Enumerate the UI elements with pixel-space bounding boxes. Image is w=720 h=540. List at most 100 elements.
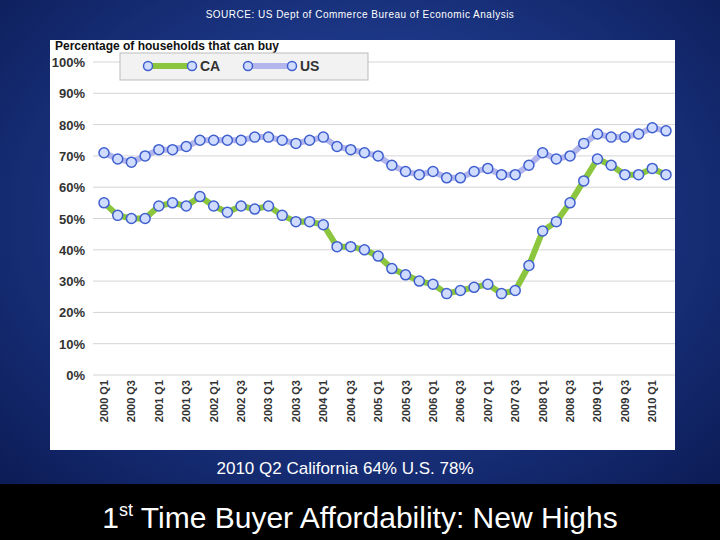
grid-line — [93, 93, 675, 94]
marker — [524, 160, 534, 170]
marker — [126, 157, 136, 167]
marker — [442, 173, 452, 183]
marker — [510, 170, 520, 180]
title-part: 1 — [102, 501, 119, 534]
marker — [497, 170, 507, 180]
grid-line — [93, 281, 675, 282]
marker — [565, 151, 575, 161]
y-tick-label: 80% — [59, 118, 85, 133]
y-tick-label: 20% — [59, 305, 85, 320]
marker — [524, 260, 534, 270]
marker — [126, 214, 136, 224]
marker — [168, 198, 178, 208]
marker — [222, 207, 232, 217]
y-tick-label: 10% — [59, 337, 85, 352]
marker — [565, 198, 575, 208]
legend-swatch — [248, 63, 292, 69]
marker — [291, 138, 301, 148]
marker — [414, 276, 424, 286]
y-tick-label: 90% — [59, 86, 85, 101]
marker — [592, 129, 602, 139]
marker — [250, 132, 260, 142]
marker — [318, 132, 328, 142]
marker — [277, 210, 287, 220]
marker — [222, 135, 232, 145]
marker — [606, 132, 616, 142]
marker — [455, 285, 465, 295]
marker — [195, 192, 205, 202]
marker — [346, 145, 356, 155]
marker — [236, 201, 246, 211]
legend-box — [120, 53, 368, 80]
marker — [359, 148, 369, 158]
grid-line — [93, 124, 675, 125]
legend-marker — [288, 62, 297, 71]
legend-marker — [244, 62, 253, 71]
marker — [620, 170, 630, 180]
y-tick-label: 40% — [59, 243, 85, 258]
marker — [401, 270, 411, 280]
y-tick-label: 70% — [59, 149, 85, 164]
marker — [647, 123, 657, 133]
marker — [113, 154, 123, 164]
legend-swatch — [148, 63, 192, 69]
x-tick-label: 2002 Q3 — [235, 380, 247, 422]
x-tick-label: 2008 Q3 — [564, 380, 576, 422]
grid-line — [93, 155, 675, 156]
marker — [332, 242, 342, 252]
marker — [401, 167, 411, 177]
grid-line — [93, 187, 675, 188]
x-tick-label: 2003 Q1 — [262, 380, 274, 422]
marker — [209, 135, 219, 145]
x-tick-label: 2007 Q1 — [482, 380, 494, 422]
marker — [373, 251, 383, 261]
title-sup: st — [119, 500, 133, 520]
marker — [661, 170, 671, 180]
chart: SOURCE: US Dept of Commerce Bureau of Ec… — [0, 0, 720, 540]
x-tick-label: 2002 Q1 — [208, 380, 220, 422]
x-tick-label: 2006 Q1 — [427, 380, 439, 422]
grid-line — [93, 375, 675, 376]
marker — [634, 129, 644, 139]
background — [0, 0, 720, 540]
marker — [154, 201, 164, 211]
plot-panel — [50, 40, 675, 450]
grid-line — [93, 218, 675, 219]
marker — [250, 204, 260, 214]
marker — [373, 151, 383, 161]
legend: CA US — [120, 53, 368, 80]
legend-label: CA — [200, 58, 220, 74]
x-tick-label: 2010 Q1 — [646, 380, 658, 422]
y-tick-label: 0% — [66, 368, 85, 383]
marker — [497, 289, 507, 299]
x-tick-label: 2004 Q1 — [317, 380, 329, 422]
marker — [387, 264, 397, 274]
x-tick-label: 2008 Q1 — [537, 380, 549, 422]
y-tick-label: 60% — [59, 180, 85, 195]
annotation: 2010 Q2 California 64% U.S. 78% — [216, 459, 473, 478]
x-tick-label: 2006 Q3 — [454, 380, 466, 422]
marker — [209, 201, 219, 211]
x-tick-label: 2003 Q3 — [290, 380, 302, 422]
marker — [291, 217, 301, 227]
marker — [592, 154, 602, 164]
series-group — [99, 123, 671, 299]
marker — [181, 201, 191, 211]
marker — [455, 173, 465, 183]
marker — [277, 135, 287, 145]
legend-label: US — [300, 58, 319, 74]
marker — [305, 217, 315, 227]
marker — [538, 226, 548, 236]
marker — [305, 135, 315, 145]
x-tick-label: 2000 Q3 — [125, 380, 137, 422]
marker — [154, 145, 164, 155]
marker — [620, 132, 630, 142]
marker — [606, 160, 616, 170]
marker — [428, 279, 438, 289]
grid-line — [93, 249, 675, 250]
series-line — [104, 159, 666, 294]
marker — [113, 210, 123, 220]
marker — [168, 145, 178, 155]
marker — [428, 167, 438, 177]
title-part: Time Buyer Affordability: New Highs — [133, 501, 618, 534]
